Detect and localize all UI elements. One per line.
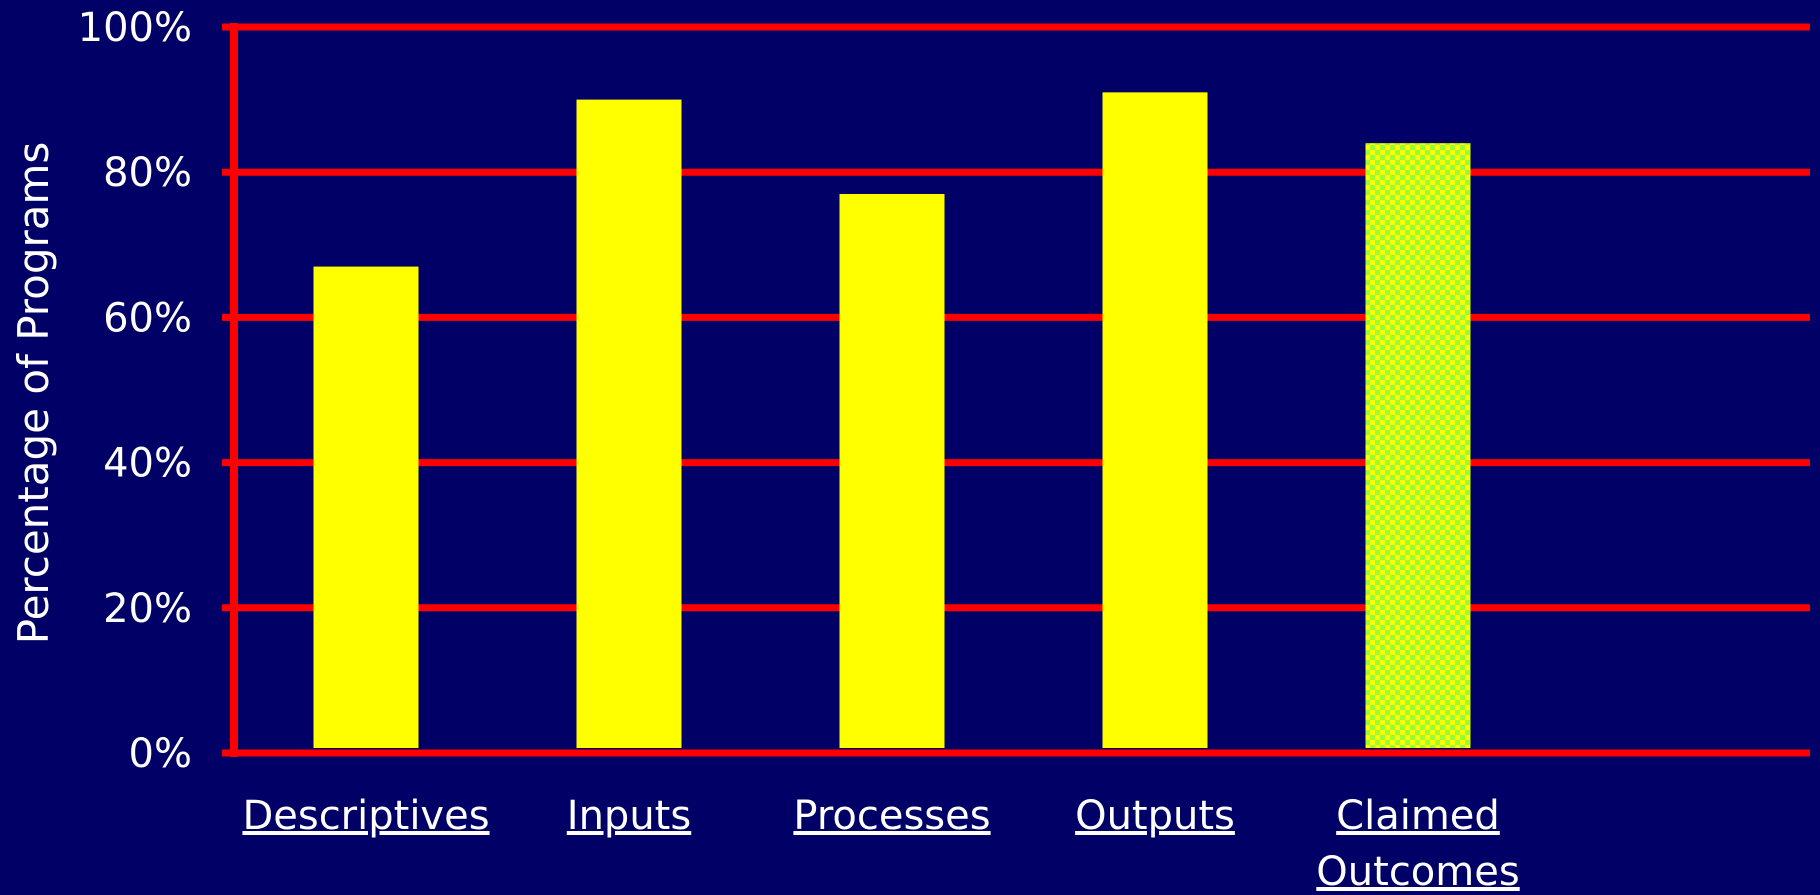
bar-claimed-outcomes [1365,143,1471,748]
bar-inputs [576,99,682,749]
category-label: Descriptives [242,793,489,839]
y-tick-label: 100% [78,5,192,51]
y-tick-label: 80% [103,150,192,196]
category-label: Inputs [567,793,691,839]
bar-processes [839,193,945,749]
y-tick-label: 20% [103,586,192,632]
gridlines [222,23,1810,757]
category-label: Processes [793,793,990,839]
bar-outputs [1102,92,1208,749]
y-tick-label: 60% [103,295,192,341]
category-labels: Descriptives Inputs Processes Outputs Claime… [242,793,1519,895]
category-label: Outcomes [1316,849,1519,895]
y-axis-title: Percentage of Programs [9,142,58,645]
category-label: Outputs [1075,793,1235,839]
bar-descriptives [313,266,419,748]
y-tick-label: 40% [103,441,192,487]
y-tick-label: 0% [129,731,192,777]
category-label: Claimed [1336,793,1500,839]
bars [313,92,1471,749]
y-tick-labels: 0% 20% 40% 60% 80% 100% [78,5,192,777]
